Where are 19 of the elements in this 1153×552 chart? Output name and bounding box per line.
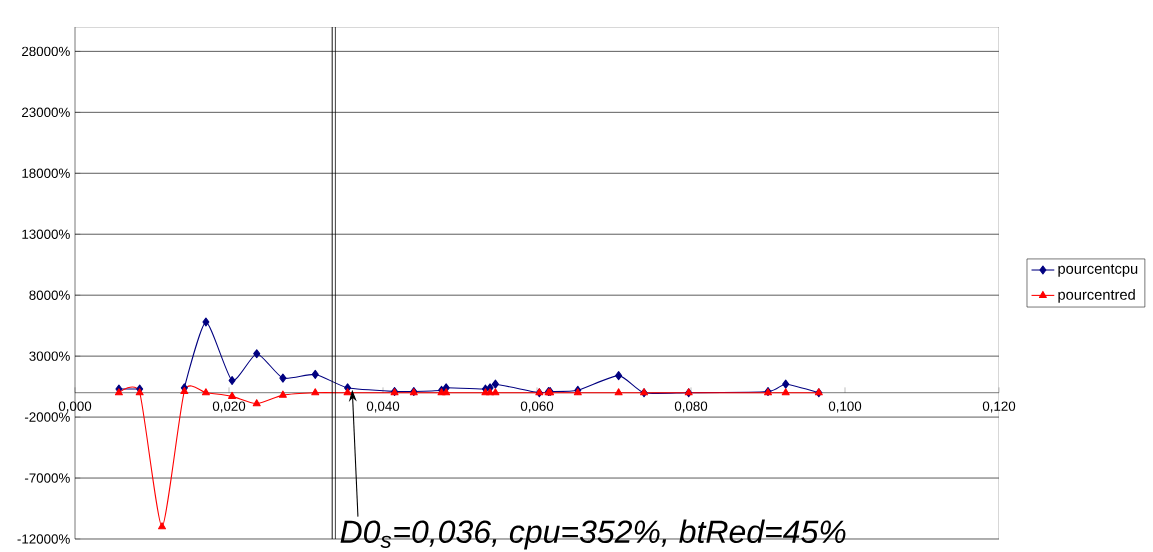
y-tick-label: -7000% (24, 473, 70, 483)
y-tick-label: 23000% (22, 107, 70, 118)
x-tick-label: 0,080 (674, 401, 708, 413)
x-tick-label: 0,000 (58, 401, 92, 413)
y-tick-label: 18000% (22, 168, 70, 178)
annotation: D0$_{s}$=0,036, cpu=352%, btRed=45% (340, 519, 846, 550)
x-tick-label: 0,060 (520, 401, 554, 413)
y-tick-label: 13000% (22, 229, 70, 239)
x-tick-label: 0,120 (982, 401, 1016, 413)
legend-label: pourcentred (1058, 289, 1135, 303)
y-tick-label: 28000% (22, 46, 70, 57)
y-tick-label: 3000% (29, 351, 70, 361)
y-tick-label: -12000% (17, 534, 70, 544)
y-tick-label: -2000% (24, 412, 70, 422)
y-tick-label: 8000% (29, 290, 70, 300)
x-tick-label: 0,040 (366, 401, 400, 413)
x-tick-label: 0,100 (828, 401, 862, 413)
legend-label: pourcentcpu (1058, 264, 1138, 277)
x-tick-label: 0,020 (212, 401, 246, 413)
